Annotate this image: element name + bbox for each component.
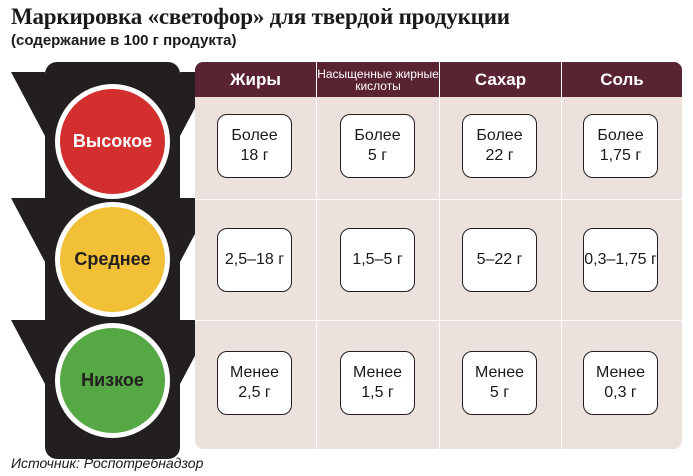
cell-low-fats: Менее 2,5 г [217,351,292,415]
lamp-medium-fill: Среднее [60,207,165,312]
cell-line: Менее [596,363,645,383]
cell-line: Менее [353,363,402,383]
cell-low-salt: Менее 0,3 г [583,351,658,415]
cell-line: 1,5 г [361,383,394,403]
cell-medium-sugar: 5–22 г [462,228,537,292]
nutrient-table: Жиры Насыщенные жирные кислоты Сахар Сол… [195,62,682,449]
row-divider [195,199,682,200]
cell-low-saturated-fats: Менее 1,5 г [340,351,415,415]
cell-line: Более [231,126,277,146]
cell-line: Более [597,126,643,146]
lamp-low-label: Низкое [81,370,144,391]
cell-line: Менее [230,363,279,383]
column-header-fats: Жиры [195,62,316,97]
column-divider [439,62,440,449]
infographic-title: Маркировка «светофор» для твердой продук… [11,4,510,30]
traffic-light-wing [11,198,45,262]
cell-medium-saturated-fats: 1,5–5 г [340,228,415,292]
cell-low-sugar: Менее 5 г [462,351,537,415]
column-header-saturated-fats: Насыщенные жирные кислоты [317,62,439,97]
cell-high-fats: Более 18 г [217,114,292,178]
traffic-light-wing [11,72,45,136]
cell-high-saturated-fats: Более 5 г [340,114,415,178]
lamp-high-fill: Высокое [60,89,165,194]
lamp-medium: Среднее [55,202,170,317]
traffic-light-wing [11,320,45,384]
column-divider [316,62,317,449]
lamp-low: Низкое [55,323,170,438]
row-divider [195,320,682,321]
lamp-high: Высокое [55,84,170,199]
cell-line: Более [476,126,522,146]
cell-line: 18 г [240,146,268,166]
cell-line: 22 г [485,146,513,166]
cell-line: 2,5–18 г [225,250,284,270]
cell-medium-salt: 0,3–1,75 г [583,228,658,292]
cell-high-sugar: Более 22 г [462,114,537,178]
column-divider [561,62,562,449]
cell-line: 2,5 г [238,383,271,403]
lamp-low-fill: Низкое [60,328,165,433]
cell-high-salt: Более 1,75 г [583,114,658,178]
source-note: Источник: Роспотребнадзор [11,455,203,471]
cell-line: 0,3 г [604,383,637,403]
lamp-medium-label: Среднее [74,249,150,270]
infographic-subtitle: (содержание в 100 г продукта) [11,32,237,49]
cell-line: 5–22 г [477,250,523,270]
cell-medium-fats: 2,5–18 г [217,228,292,292]
cell-line: 5 г [490,383,509,403]
cell-line: 1,75 г [600,146,641,166]
cell-line: 0,3–1,75 г [584,250,657,270]
column-header-sugar: Сахар [440,62,561,97]
cell-line: Менее [475,363,524,383]
cell-line: 1,5–5 г [352,250,402,270]
column-header-salt: Соль [562,62,682,97]
cell-line: Более [354,126,400,146]
cell-line: 5 г [368,146,387,166]
lamp-high-label: Высокое [73,131,152,152]
